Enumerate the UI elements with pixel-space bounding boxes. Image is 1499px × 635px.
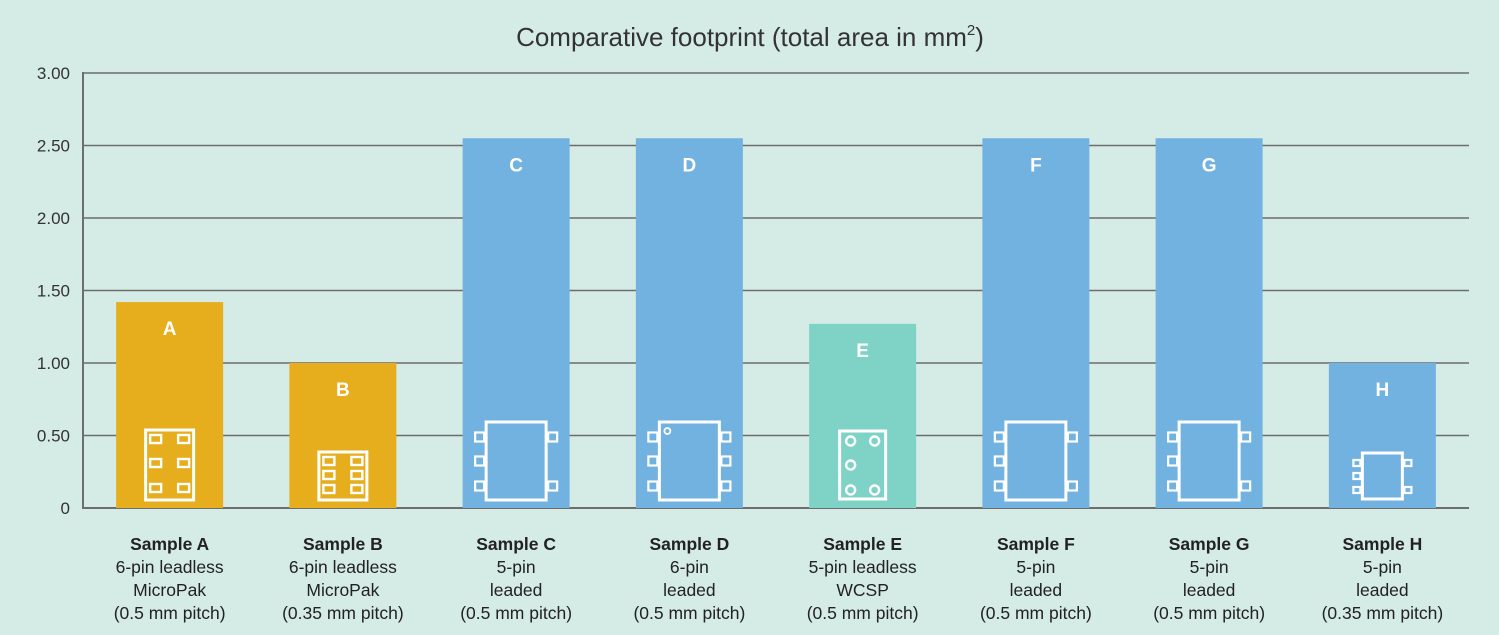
bar-letter-label: A xyxy=(163,319,177,340)
category-description-line: WCSP xyxy=(836,580,889,600)
category-description-line: 5-pin xyxy=(497,557,536,577)
category-description-line: (0.35 mm pitch) xyxy=(282,603,404,623)
micropak-6-pin-icon xyxy=(144,428,196,502)
category-description-line: (0.5 mm pitch) xyxy=(114,603,226,623)
chart-title-text: Comparative footprint (total area in mm xyxy=(516,22,967,52)
category-description-line: leaded xyxy=(1010,580,1063,600)
leaded-6-pin-icon xyxy=(647,420,732,502)
category-description-line: (0.5 mm pitch) xyxy=(1153,603,1265,623)
category-description-line: leaded xyxy=(1356,580,1409,600)
category-description-line: 5-pin xyxy=(1190,557,1229,577)
category-name: Sample A xyxy=(130,534,209,554)
chart-title-superscript: 2 xyxy=(967,22,975,39)
wcsp-5-ball-icon xyxy=(838,429,888,501)
bar-letter-label: G xyxy=(1202,155,1217,176)
y-tick-label: 0 xyxy=(61,499,70,518)
bar-b xyxy=(289,363,397,508)
category-description-line: (0.5 mm pitch) xyxy=(460,603,572,623)
chart-title: Comparative footprint (total area in mm2… xyxy=(516,22,984,52)
y-tick-label: 3.00 xyxy=(37,64,70,83)
category-description-line: leaded xyxy=(663,580,716,600)
category-name: Sample B xyxy=(303,534,383,554)
category-description-line: MicroPak xyxy=(306,580,379,600)
bar-g xyxy=(1155,138,1263,508)
bar-letter-label: H xyxy=(1376,380,1390,401)
category-description-line: 5-pin xyxy=(1016,557,1055,577)
leaded-5-pin-icon xyxy=(1167,420,1252,502)
category-description-line: (0.5 mm pitch) xyxy=(633,603,745,623)
category-name: Sample F xyxy=(997,534,1075,554)
category-description-line: (0.35 mm pitch) xyxy=(1322,603,1444,623)
category-description-line: 5-pin leadless xyxy=(809,557,917,577)
leaded-5-pin-small-icon xyxy=(1352,451,1413,501)
y-tick-label: 1.00 xyxy=(37,354,70,373)
leaded-5-pin-icon xyxy=(474,420,559,502)
category-name: Sample C xyxy=(476,534,556,554)
category-description-line: 6-pin leadless xyxy=(289,557,397,577)
category-description-line: MicroPak xyxy=(133,580,206,600)
bar-letter-label: F xyxy=(1030,155,1042,176)
bar-letter-label: B xyxy=(336,380,350,401)
x-axis-labels: Sample A 6-pin leadless MicroPak (0.5 mm pi… xyxy=(114,534,1443,623)
bar-f xyxy=(982,138,1090,508)
category-description-line: 6-pin leadless xyxy=(116,557,224,577)
bar-c xyxy=(462,138,570,508)
micropak-6-pin-small-icon xyxy=(317,450,369,502)
category-name: Sample E xyxy=(823,534,902,554)
category-description-line: (0.5 mm pitch) xyxy=(807,603,919,623)
y-tick-label: 1.50 xyxy=(37,282,70,301)
y-axis: 0 0.50 1.00 1.50 2.00 2.50 3.00 xyxy=(37,64,84,518)
bar-letter-label: C xyxy=(509,155,523,176)
bar-e xyxy=(809,323,917,508)
bar-a xyxy=(116,302,224,508)
bar-h xyxy=(1328,363,1436,508)
y-tick-label: 2.50 xyxy=(37,137,70,156)
leaded-5-pin-icon xyxy=(993,420,1078,502)
chart-title-suffix: ) xyxy=(975,22,984,52)
category-name: Sample G xyxy=(1169,534,1250,554)
y-tick-label: 2.00 xyxy=(37,209,70,228)
bar-d xyxy=(635,138,743,508)
bars: A B C D E F G H xyxy=(116,138,1436,508)
category-description-line: leaded xyxy=(1183,580,1236,600)
category-description-line: 6-pin xyxy=(670,557,709,577)
bar-letter-label: E xyxy=(856,341,869,362)
bar-letter-label: D xyxy=(683,155,697,176)
category-description-line: leaded xyxy=(490,580,543,600)
y-tick-label: 0.50 xyxy=(37,427,70,446)
category-name: Sample H xyxy=(1343,534,1423,554)
category-description-line: 5-pin xyxy=(1363,557,1402,577)
category-description-line: (0.5 mm pitch) xyxy=(980,603,1092,623)
category-name: Sample D xyxy=(650,534,730,554)
